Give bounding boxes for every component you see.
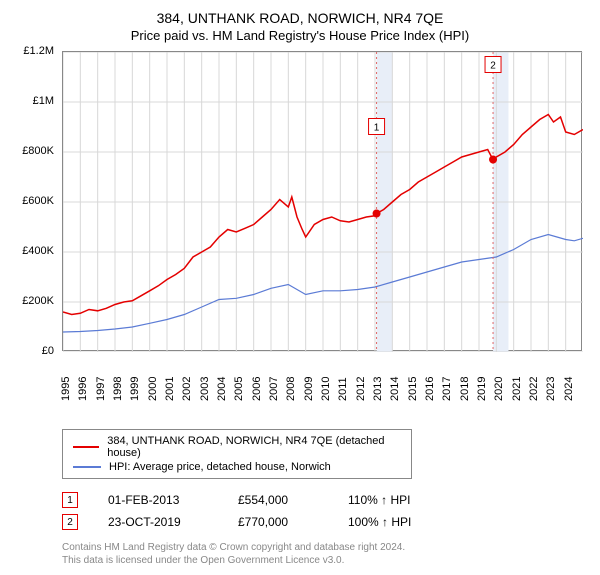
sale-marker-box: 2 xyxy=(62,514,78,530)
legend-swatch xyxy=(73,466,101,468)
x-tick-label: 2009 xyxy=(303,377,315,401)
license-line-1: Contains HM Land Registry data © Crown c… xyxy=(62,541,586,554)
sale-marker-box: 1 xyxy=(62,492,78,508)
license-line-2: This data is licensed under the Open Gov… xyxy=(62,554,586,567)
y-tick-label: £1.2M xyxy=(23,45,54,57)
x-tick-label: 2002 xyxy=(181,377,193,401)
x-tick-label: 2017 xyxy=(441,377,453,401)
x-tick-label: 2007 xyxy=(268,377,280,401)
x-tick-label: 2013 xyxy=(372,377,384,401)
y-tick-label: £600K xyxy=(22,195,54,207)
y-tick-label: £1M xyxy=(33,95,54,107)
sale-pct: 110% ↑ HPI xyxy=(348,493,448,507)
x-tick-label: 2024 xyxy=(563,377,575,401)
x-tick-label: 2023 xyxy=(545,377,557,401)
sale-pct: 100% ↑ HPI xyxy=(348,515,448,529)
x-tick-label: 2011 xyxy=(337,377,349,401)
sale-price: £770,000 xyxy=(238,515,318,529)
legend: 384, UNTHANK ROAD, NORWICH, NR4 7QE (det… xyxy=(62,429,412,479)
y-tick-label: £400K xyxy=(22,245,54,257)
x-tick-label: 1997 xyxy=(95,377,107,401)
license-text: Contains HM Land Registry data © Crown c… xyxy=(62,541,586,567)
sale-date: 01-FEB-2013 xyxy=(108,493,208,507)
x-tick-label: 2000 xyxy=(147,377,159,401)
x-tick-label: 2018 xyxy=(459,377,471,401)
x-tick-label: 2015 xyxy=(407,377,419,401)
sale-price: £554,000 xyxy=(238,493,318,507)
y-axis-labels: £0£200K£400K£600K£800K£1M£1.2M xyxy=(14,51,58,351)
x-tick-label: 2005 xyxy=(233,377,245,401)
legend-item: 384, UNTHANK ROAD, NORWICH, NR4 7QE (det… xyxy=(73,434,401,460)
x-tick-label: 2021 xyxy=(511,377,523,401)
svg-text:2: 2 xyxy=(490,61,496,72)
x-tick-label: 1995 xyxy=(60,377,72,401)
x-tick-label: 2008 xyxy=(285,377,297,401)
x-tick-label: 2006 xyxy=(251,377,263,401)
sale-row: 2 23-OCT-2019 £770,000 100% ↑ HPI xyxy=(62,511,586,533)
legend-label: HPI: Average price, detached house, Norw… xyxy=(109,461,331,473)
sales-table: 1 01-FEB-2013 £554,000 110% ↑ HPI 2 23-OCT-20… xyxy=(62,489,586,533)
y-tick-label: £0 xyxy=(42,345,54,357)
svg-text:1: 1 xyxy=(374,123,380,134)
y-tick-label: £200K xyxy=(22,295,54,307)
x-tick-label: 2022 xyxy=(528,377,540,401)
x-tick-label: 2019 xyxy=(476,377,488,401)
x-tick-label: 2016 xyxy=(424,377,436,401)
x-tick-label: 2010 xyxy=(320,377,332,401)
plot-area: 12 xyxy=(62,51,582,351)
legend-swatch xyxy=(73,446,99,448)
chart-title: 384, UNTHANK ROAD, NORWICH, NR4 7QE xyxy=(14,10,586,26)
x-tick-label: 2003 xyxy=(199,377,211,401)
x-tick-label: 1998 xyxy=(112,377,124,401)
x-tick-label: 2020 xyxy=(493,377,505,401)
legend-label: 384, UNTHANK ROAD, NORWICH, NR4 7QE (det… xyxy=(107,435,401,459)
x-tick-label: 2004 xyxy=(216,377,228,401)
x-tick-label: 2001 xyxy=(164,377,176,401)
chart-area: £0£200K£400K£600K£800K£1M£1.2M 12 199519… xyxy=(14,51,584,381)
x-tick-label: 2012 xyxy=(355,377,367,401)
chart-subtitle: Price paid vs. HM Land Registry's House … xyxy=(14,28,586,43)
x-tick-label: 1996 xyxy=(77,377,89,401)
x-tick-label: 1999 xyxy=(129,377,141,401)
x-axis-labels: 1995 1996 1997 1998 1999 2000 2001 2002 2003 2004… xyxy=(62,355,582,415)
y-tick-label: £800K xyxy=(22,145,54,157)
chart-svg: 12 xyxy=(63,52,583,352)
x-tick-label: 2014 xyxy=(389,377,401,401)
sale-row: 1 01-FEB-2013 £554,000 110% ↑ HPI xyxy=(62,489,586,511)
legend-item: HPI: Average price, detached house, Norw… xyxy=(73,460,401,474)
sale-date: 23-OCT-2019 xyxy=(108,515,208,529)
